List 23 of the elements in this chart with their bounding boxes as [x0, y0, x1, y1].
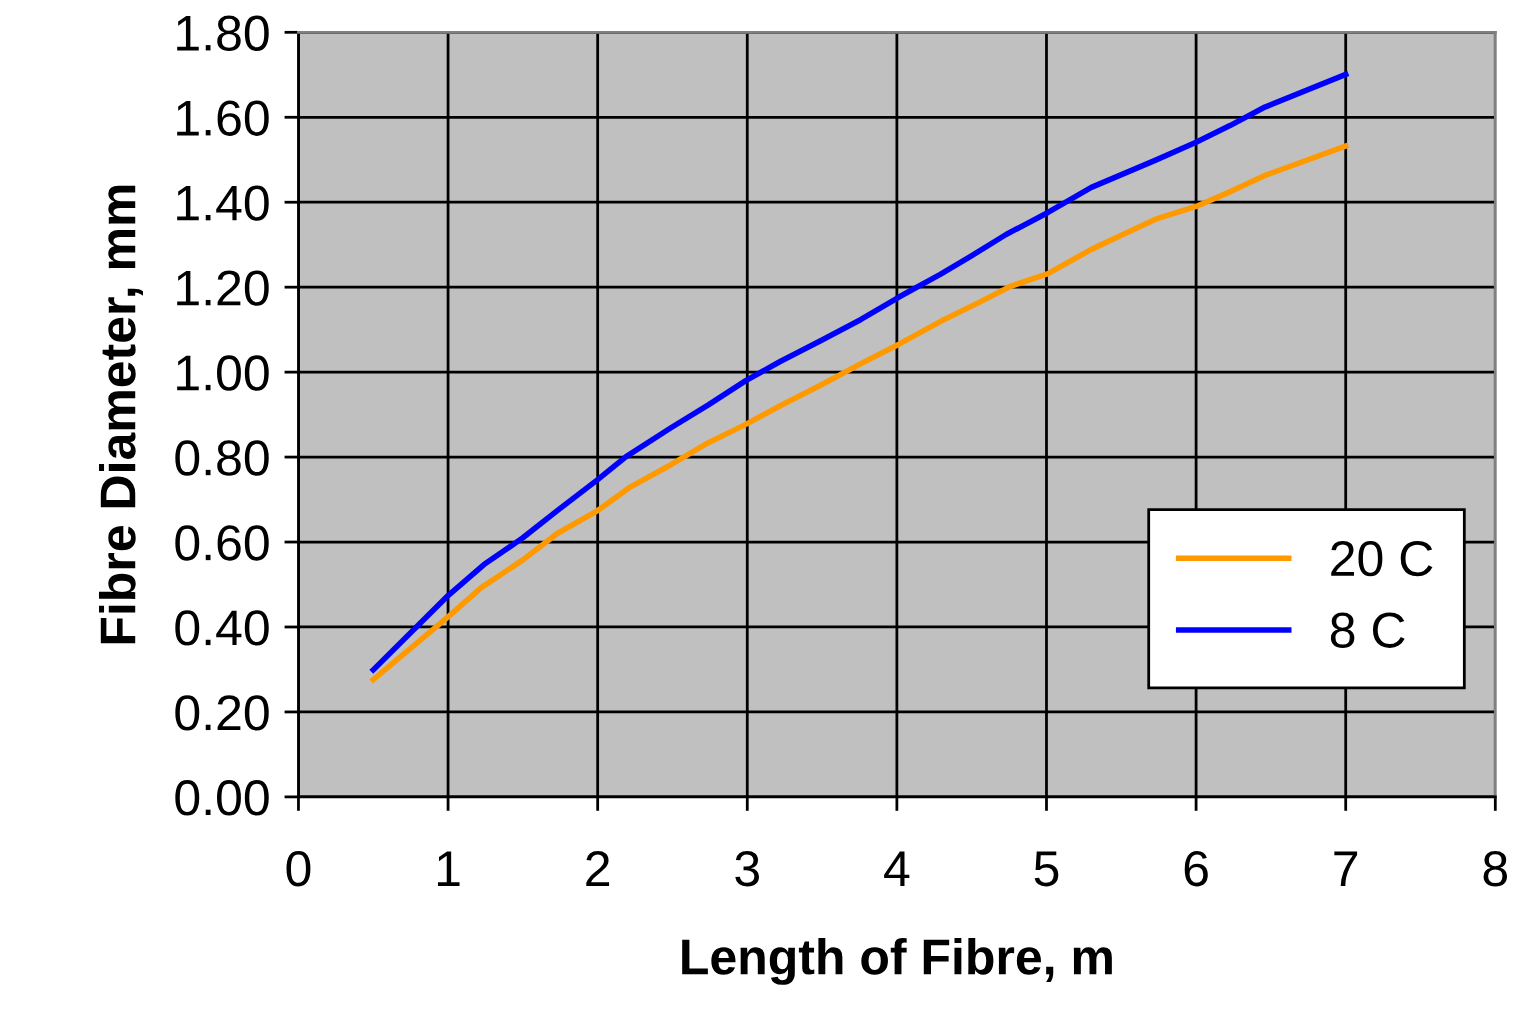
legend-label: 20 C	[1331, 540, 1433, 577]
y-tick-label: 1.60	[177, 100, 269, 136]
x-tick-label: 8	[1483, 850, 1508, 887]
x-tick-label: 6	[1184, 850, 1208, 887]
y-tick-label: 1.80	[177, 15, 269, 51]
x-tick-label: 2	[586, 850, 610, 886]
x-axis-title: Length of Fibre, m	[682, 937, 1112, 985]
y-axis-title: Fibre Diameter, mm	[98, 185, 143, 644]
x-tick-label: 5	[1034, 851, 1059, 887]
x-tick-label: 1	[437, 851, 460, 886]
y-tick-label: 1.00	[177, 355, 269, 391]
y-tick-label: 0.20	[175, 695, 269, 731]
y-tick-label: 1.40	[177, 185, 269, 221]
x-tick-label: 3	[735, 850, 759, 887]
y-tick-label: 0.00	[175, 780, 269, 816]
x-tick-label: 4	[884, 851, 910, 886]
y-tick-label: 0.80	[175, 440, 269, 476]
legend-label: 8 C	[1330, 612, 1405, 648]
y-tick-label: 1.20	[177, 270, 269, 306]
y-tick-label: 0.60	[175, 525, 269, 561]
y-tick-label: 0.40	[175, 610, 269, 646]
x-tick-label: 7	[1334, 851, 1358, 886]
x-tick-label: 0	[286, 850, 311, 887]
